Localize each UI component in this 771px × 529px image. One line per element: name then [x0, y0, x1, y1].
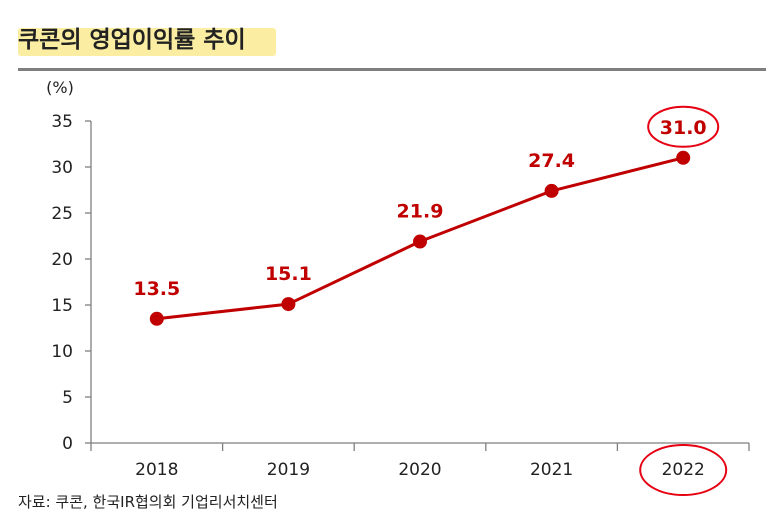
- data-points: [149, 150, 691, 326]
- highlight-circles: [639, 105, 728, 496]
- data-label: 13.5: [133, 278, 180, 300]
- y-tick-label: 25: [51, 204, 73, 224]
- category-highlight-circle: [639, 444, 728, 496]
- y-tick-label: 5: [62, 388, 73, 408]
- y-tick-label: 15: [51, 296, 73, 316]
- x-tick-label: 2022: [662, 460, 705, 480]
- x-tick-label: 2019: [267, 460, 310, 480]
- x-tick-label: 2021: [530, 460, 573, 480]
- data-label: 21.9: [397, 201, 444, 223]
- title-block: 쿠콘의 영업이익률 추이: [14, 20, 276, 60]
- y-axis-ticks: 0 5 10 15 20 25 30 35: [51, 112, 91, 454]
- y-tick-label: 20: [51, 250, 73, 270]
- data-point: [413, 234, 427, 249]
- y-tick-label: 0: [62, 434, 73, 454]
- chart-title: 쿠콘의 영업이익률 추이: [18, 27, 246, 53]
- data-point: [676, 150, 691, 165]
- x-tick-label: 2018: [135, 460, 178, 480]
- source-note: 자료: 쿠콘, 한국IR협의회 기업리서치센터: [18, 493, 278, 511]
- data-label: 15.1: [265, 263, 312, 285]
- x-axis-categories: 2018 2019 2020 2021 2022: [90, 443, 750, 480]
- chart-axes: (%): [46, 78, 749, 444]
- y-tick-label: 10: [51, 342, 73, 362]
- data-point: [281, 297, 296, 312]
- data-labels: 13.5 15.1 21.9 27.4 31.0: [133, 117, 706, 300]
- data-point: [544, 183, 559, 198]
- y-tick-label: 30: [51, 158, 73, 178]
- y-unit-label: (%): [46, 78, 74, 97]
- y-tick-label: 35: [51, 112, 73, 132]
- x-tick-label: 2020: [398, 460, 441, 480]
- data-label: 31.0: [660, 117, 707, 139]
- data-point: [149, 311, 164, 326]
- title-highlight: [18, 28, 276, 56]
- data-label: 27.4: [528, 150, 575, 172]
- title-divider: [18, 68, 766, 71]
- value-highlight-circle: [647, 105, 720, 148]
